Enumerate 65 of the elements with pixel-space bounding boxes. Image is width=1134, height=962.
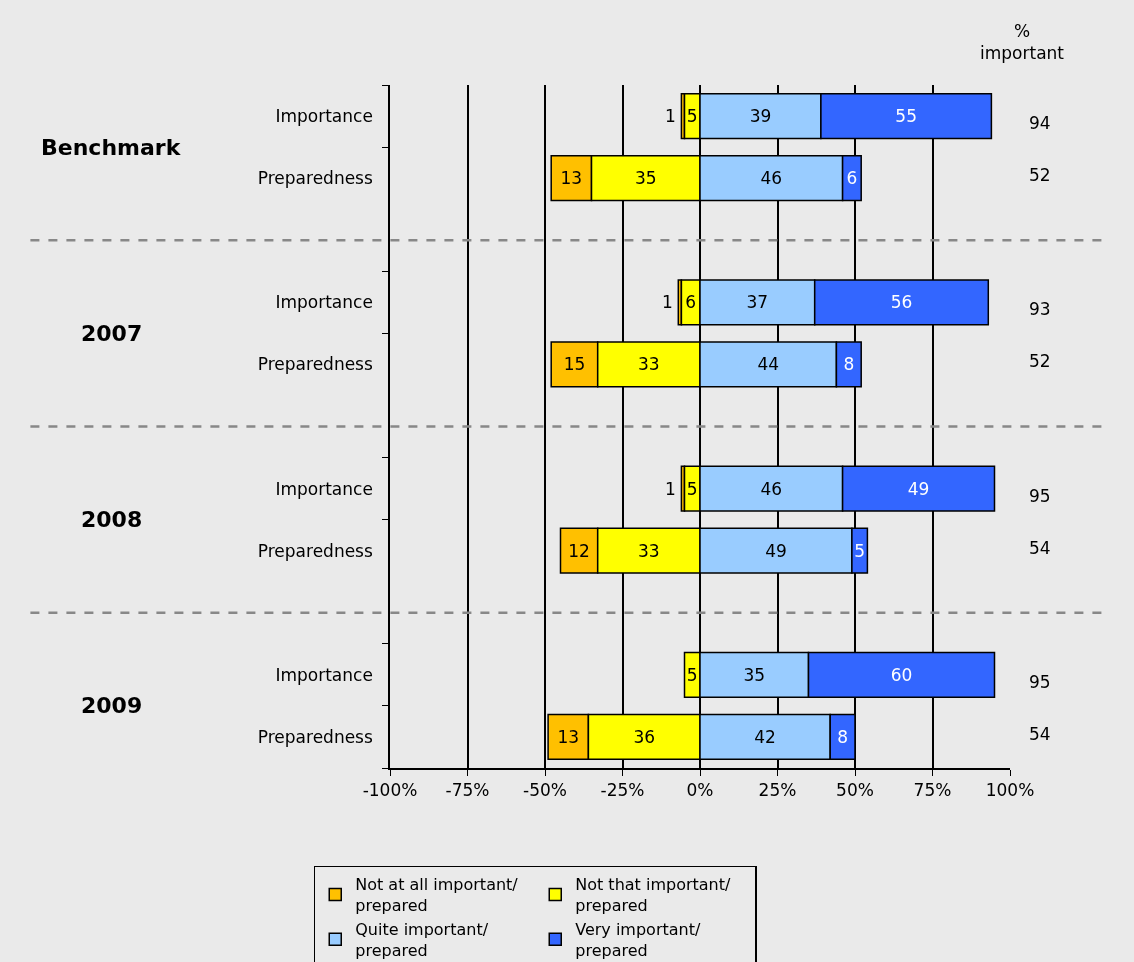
data-label: 42 — [754, 726, 776, 747]
data-label: 13 — [557, 726, 580, 747]
y-tick-label: Preparedness — [257, 726, 373, 747]
x-tick-label: 0% — [686, 780, 714, 801]
y-tick-label: Preparedness — [257, 354, 373, 375]
data-label: 46 — [760, 478, 783, 499]
text: 95 — [1029, 672, 1051, 692]
text: Benchmark — [41, 135, 182, 160]
data-label: 49 — [765, 540, 787, 561]
text: 2009 — [81, 693, 143, 718]
data-label: 1 — [662, 292, 673, 312]
data-label: 12 — [568, 540, 590, 561]
data-label: 5 — [686, 478, 698, 499]
data-label: 1 — [665, 106, 676, 126]
data-label: 33 — [638, 540, 660, 561]
text: 2008 — [81, 507, 143, 532]
data-label: 6 — [685, 292, 697, 313]
text: 2007 — [81, 321, 143, 346]
text: % important — [980, 21, 1065, 64]
data-label: 44 — [757, 354, 780, 375]
x-tick-label: 25% — [758, 780, 797, 801]
x-tick-label: -25% — [600, 780, 645, 801]
y-tick-label: Importance — [275, 664, 373, 685]
y-tick-label: Preparedness — [257, 168, 373, 189]
data-label: 8 — [843, 354, 855, 375]
data-label: 33 — [638, 354, 660, 375]
text: 93 — [1029, 299, 1051, 319]
data-label: 60 — [890, 664, 913, 685]
x-tick-label: -50% — [523, 780, 567, 801]
data-label: 8 — [837, 726, 849, 747]
legend-label: Quite important/prepared — [355, 920, 489, 960]
data-label: 5 — [686, 664, 698, 685]
data-label: 35 — [634, 168, 657, 189]
data-label: 39 — [749, 106, 772, 127]
data-label: 36 — [633, 726, 656, 747]
data-label: 46 — [760, 168, 783, 189]
text: 95 — [1029, 486, 1051, 506]
x-tick-label: 50% — [836, 780, 874, 801]
data-label: 55 — [895, 106, 917, 127]
data-label: 1 — [665, 479, 676, 499]
legend-label: Not that important/prepared — [575, 875, 731, 916]
data-label: 5 — [686, 106, 698, 127]
data-label: 6 — [846, 168, 858, 189]
data-label: 5 — [854, 540, 866, 561]
text: 54 — [1029, 724, 1051, 744]
legend-label: Very important/prepared — [575, 920, 701, 960]
text: 54 — [1029, 538, 1051, 558]
data-label: 13 — [560, 168, 583, 189]
x-tick-label: 75% — [913, 780, 952, 801]
y-tick-label: Importance — [275, 106, 373, 126]
text: 52 — [1029, 165, 1051, 185]
y-tick-label: Preparedness — [257, 540, 373, 561]
x-tick-label: -75% — [445, 780, 490, 801]
legend-label: Not at all important/prepared — [355, 875, 519, 916]
data-label: 35 — [743, 664, 766, 685]
text: 94 — [1029, 113, 1051, 133]
x-tick-label: -100% — [362, 780, 418, 801]
data-label: 49 — [907, 478, 930, 499]
data-label: 15 — [563, 354, 586, 375]
x-tick-label: 100% — [985, 780, 1035, 801]
y-tick-label: Importance — [275, 478, 373, 499]
data-label: 56 — [890, 292, 913, 313]
text: 52 — [1029, 351, 1051, 371]
y-tick-label: Importance — [275, 292, 373, 313]
data-label: 37 — [746, 292, 769, 313]
